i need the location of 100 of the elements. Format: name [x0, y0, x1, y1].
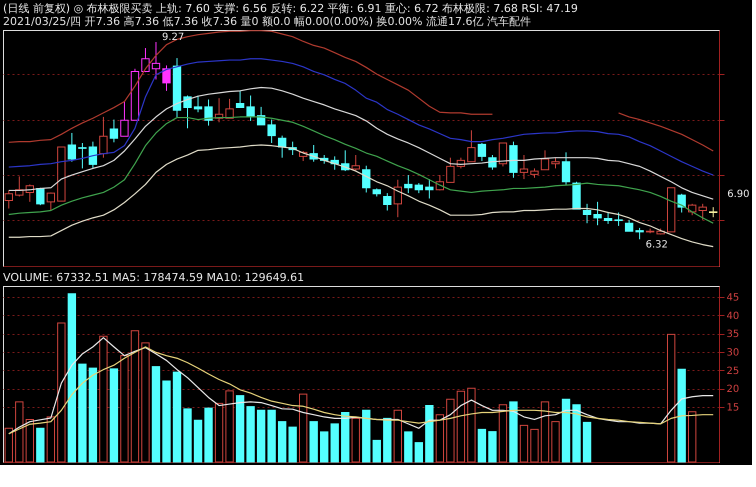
bar	[88, 368, 98, 462]
bar	[214, 402, 224, 462]
candlestick	[120, 101, 129, 137]
candlestick	[540, 150, 550, 170]
bar	[120, 355, 129, 462]
candlestick	[362, 165, 370, 193]
bar	[278, 421, 286, 462]
bar	[467, 388, 476, 462]
candlestick	[688, 203, 696, 216]
chart-title: (日线 前复权) ◎ 布林极限买卖 上轨: 7.60 支撑: 6.56 反转: 6.22 平衡: 6.91 重心: 6.72 布林极限: 7.68 RSI: 47.19	[3, 2, 578, 15]
candlestick	[404, 174, 412, 194]
candlestick	[425, 178, 434, 199]
candlestick	[4, 190, 13, 210]
bar	[194, 420, 202, 462]
bar	[152, 366, 160, 462]
bar	[677, 368, 686, 462]
bar	[141, 342, 150, 462]
bar	[509, 401, 518, 462]
bar	[236, 395, 244, 462]
candlestick	[498, 142, 508, 167]
bar	[666, 334, 676, 462]
candlestick	[352, 154, 360, 172]
candlestick	[78, 142, 87, 169]
bar	[130, 330, 140, 462]
candlestick	[604, 211, 612, 224]
y-tick-label: 30	[726, 348, 740, 358]
bar	[540, 401, 550, 462]
candlestick	[394, 179, 402, 218]
bar	[288, 426, 297, 462]
bar	[267, 410, 276, 462]
bar	[520, 424, 528, 462]
candlestick	[88, 141, 98, 169]
candlestick	[593, 201, 602, 226]
candlestick	[709, 206, 718, 218]
candlestick	[46, 192, 56, 212]
bar	[78, 364, 87, 462]
y-tick-label: 20	[726, 384, 740, 396]
bar	[310, 421, 318, 462]
bar	[394, 410, 402, 462]
bar	[362, 410, 370, 462]
bar	[498, 404, 508, 462]
annotation: 9.27	[162, 32, 184, 44]
bar	[488, 431, 497, 462]
bar	[456, 390, 466, 462]
y-tick-label: 15	[726, 402, 740, 414]
bar	[256, 410, 266, 462]
candlestick	[256, 106, 266, 126]
bar	[172, 372, 182, 462]
bar	[341, 412, 350, 462]
bar	[582, 422, 592, 462]
bar	[551, 421, 560, 462]
candlestick	[236, 90, 244, 108]
y-tick-label: 35	[726, 329, 740, 340]
bar	[425, 405, 434, 462]
bar	[15, 401, 24, 462]
text: 6.90	[727, 189, 750, 200]
y-tick-label: 45	[726, 292, 740, 304]
candlestick	[582, 203, 592, 224]
candlestick	[414, 182, 424, 194]
candlestick	[68, 132, 76, 162]
bar	[436, 414, 444, 462]
candlestick	[446, 157, 455, 183]
candlestick	[467, 130, 476, 162]
bar	[225, 390, 234, 462]
candlestick	[530, 168, 539, 178]
bar	[183, 408, 192, 462]
bar	[572, 404, 581, 462]
bar	[330, 423, 339, 462]
candlestick	[478, 142, 486, 162]
candlestick	[246, 95, 255, 122]
bar	[446, 398, 455, 462]
bar	[36, 428, 45, 462]
candlestick	[110, 119, 118, 143]
bar	[298, 394, 308, 462]
bar	[414, 442, 424, 462]
bar	[383, 418, 392, 462]
annotation: 6.32	[646, 239, 668, 250]
bar	[68, 293, 76, 462]
candlestick	[520, 154, 528, 180]
bar	[99, 336, 108, 462]
bar	[46, 416, 56, 462]
chart-subtitle: 2021/03/25/四 开7.36 高7.36 低7.36 收7.36 量0 额0.0 幅0.00(0.00%) 换0.00% 流通17.6亿 汽车配件	[3, 15, 531, 28]
bar	[320, 431, 328, 462]
bar	[530, 428, 539, 462]
candlestick	[36, 187, 45, 206]
bar	[4, 428, 13, 462]
bar	[478, 428, 486, 462]
chart-title: VOLUME: 67332.51 MA5: 178474.59 MA10: 129649.61	[3, 271, 304, 284]
bar	[352, 418, 360, 462]
candlestick	[551, 157, 560, 169]
candlestick	[624, 219, 634, 232]
candlestick	[383, 192, 392, 212]
candlestick	[194, 95, 202, 113]
candlestick	[278, 135, 286, 158]
bar	[57, 322, 66, 462]
candlestick	[152, 42, 160, 80]
y-tick-label: 25	[726, 366, 740, 377]
candlestick	[99, 116, 108, 158]
bar	[162, 380, 171, 462]
bar	[246, 406, 255, 462]
